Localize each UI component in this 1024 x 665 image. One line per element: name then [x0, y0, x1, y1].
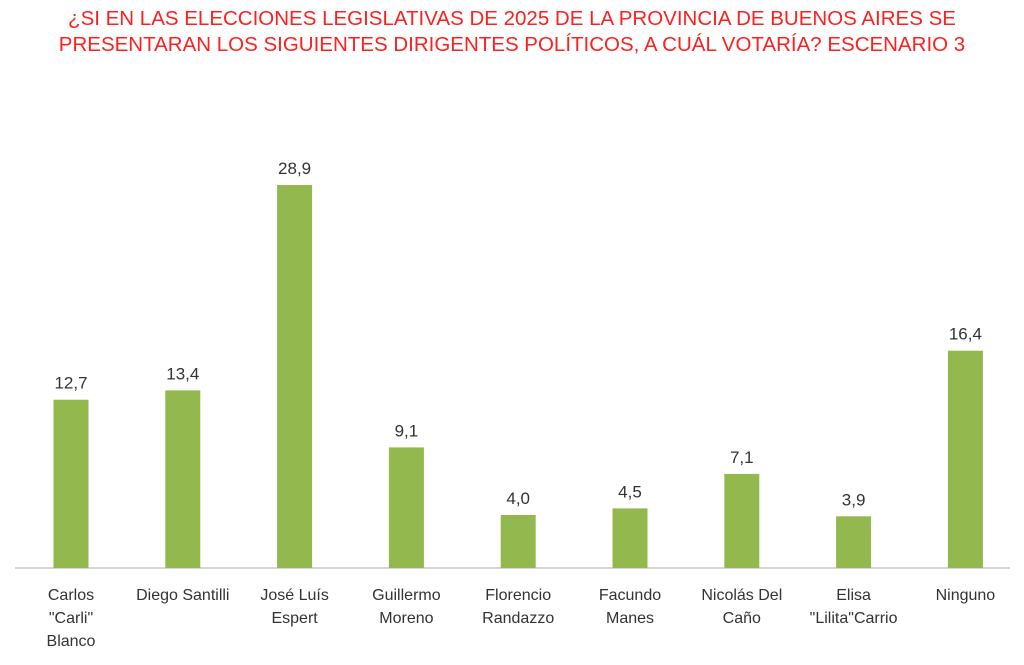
- category-label-0: Carlos "Carli" Blanco: [47, 587, 96, 650]
- category-label-line: Guillermo: [372, 587, 441, 604]
- value-label-7: 3,9: [842, 490, 866, 509]
- category-label-line: Facundo: [599, 587, 661, 604]
- value-label-2: 28,9: [278, 159, 311, 178]
- value-label-0: 12,7: [54, 374, 87, 393]
- category-label-2: José Luís Espert: [260, 587, 328, 627]
- value-label-5: 4,5: [618, 482, 642, 501]
- category-label-line: Manes: [606, 610, 654, 627]
- category-label-line: Moreno: [379, 610, 433, 627]
- category-label-line: "Carli": [49, 610, 93, 627]
- category-label-line: Randazzo: [482, 610, 554, 627]
- category-label-line: Elisa: [836, 587, 871, 604]
- value-label-8: 16,4: [949, 325, 982, 344]
- category-label-8: Ninguno: [936, 587, 996, 604]
- category-label-7: Elisa "Lilita"Carrio: [810, 587, 898, 627]
- category-label-line: Carlos: [48, 587, 94, 604]
- chart-title-line-1: ¿SI EN LAS ELECCIONES LEGISLATIVAS DE 20…: [68, 7, 956, 30]
- bar-5: [612, 508, 648, 568]
- value-label-3: 9,1: [395, 421, 419, 440]
- category-label-line: Nicolás Del: [701, 587, 782, 604]
- category-label-4: Florencio Randazzo: [482, 587, 554, 627]
- category-label-line: Ninguno: [936, 587, 996, 604]
- category-label-line: Caño: [723, 610, 761, 627]
- bar-1: [165, 390, 201, 568]
- category-label-line: Blanco: [47, 633, 96, 650]
- value-label-1: 13,4: [166, 364, 199, 383]
- category-label-line: Espert: [271, 610, 318, 627]
- bar-0: [53, 399, 89, 568]
- value-label-6: 7,1: [730, 448, 754, 467]
- value-label-4: 4,0: [506, 489, 530, 508]
- category-label-6: Nicolás Del Caño: [701, 587, 782, 627]
- category-label-3: Guillermo Moreno: [372, 587, 441, 627]
- category-label-line: Florencio: [485, 587, 551, 604]
- category-label-1: Diego Santilli: [136, 587, 229, 604]
- category-label-5: Facundo Manes: [599, 587, 661, 627]
- chart-title-line-2: PRESENTARAN LOS SIGUIENTES DIRIGENTES PO…: [58, 33, 966, 56]
- bar-2: [277, 185, 313, 568]
- bar-3: [388, 447, 424, 568]
- bar-4: [500, 515, 536, 568]
- chart-title: ¿SI EN LAS ELECCIONES LEGISLATIVAS DE 20…: [0, 6, 1024, 58]
- category-label-line: Diego Santilli: [136, 587, 229, 604]
- bar-7: [836, 516, 872, 568]
- bar-8: [947, 350, 983, 568]
- category-label-line: "Lilita"Carrio: [810, 610, 898, 627]
- bar-6: [724, 473, 760, 568]
- category-label-line: José Luís: [260, 587, 328, 604]
